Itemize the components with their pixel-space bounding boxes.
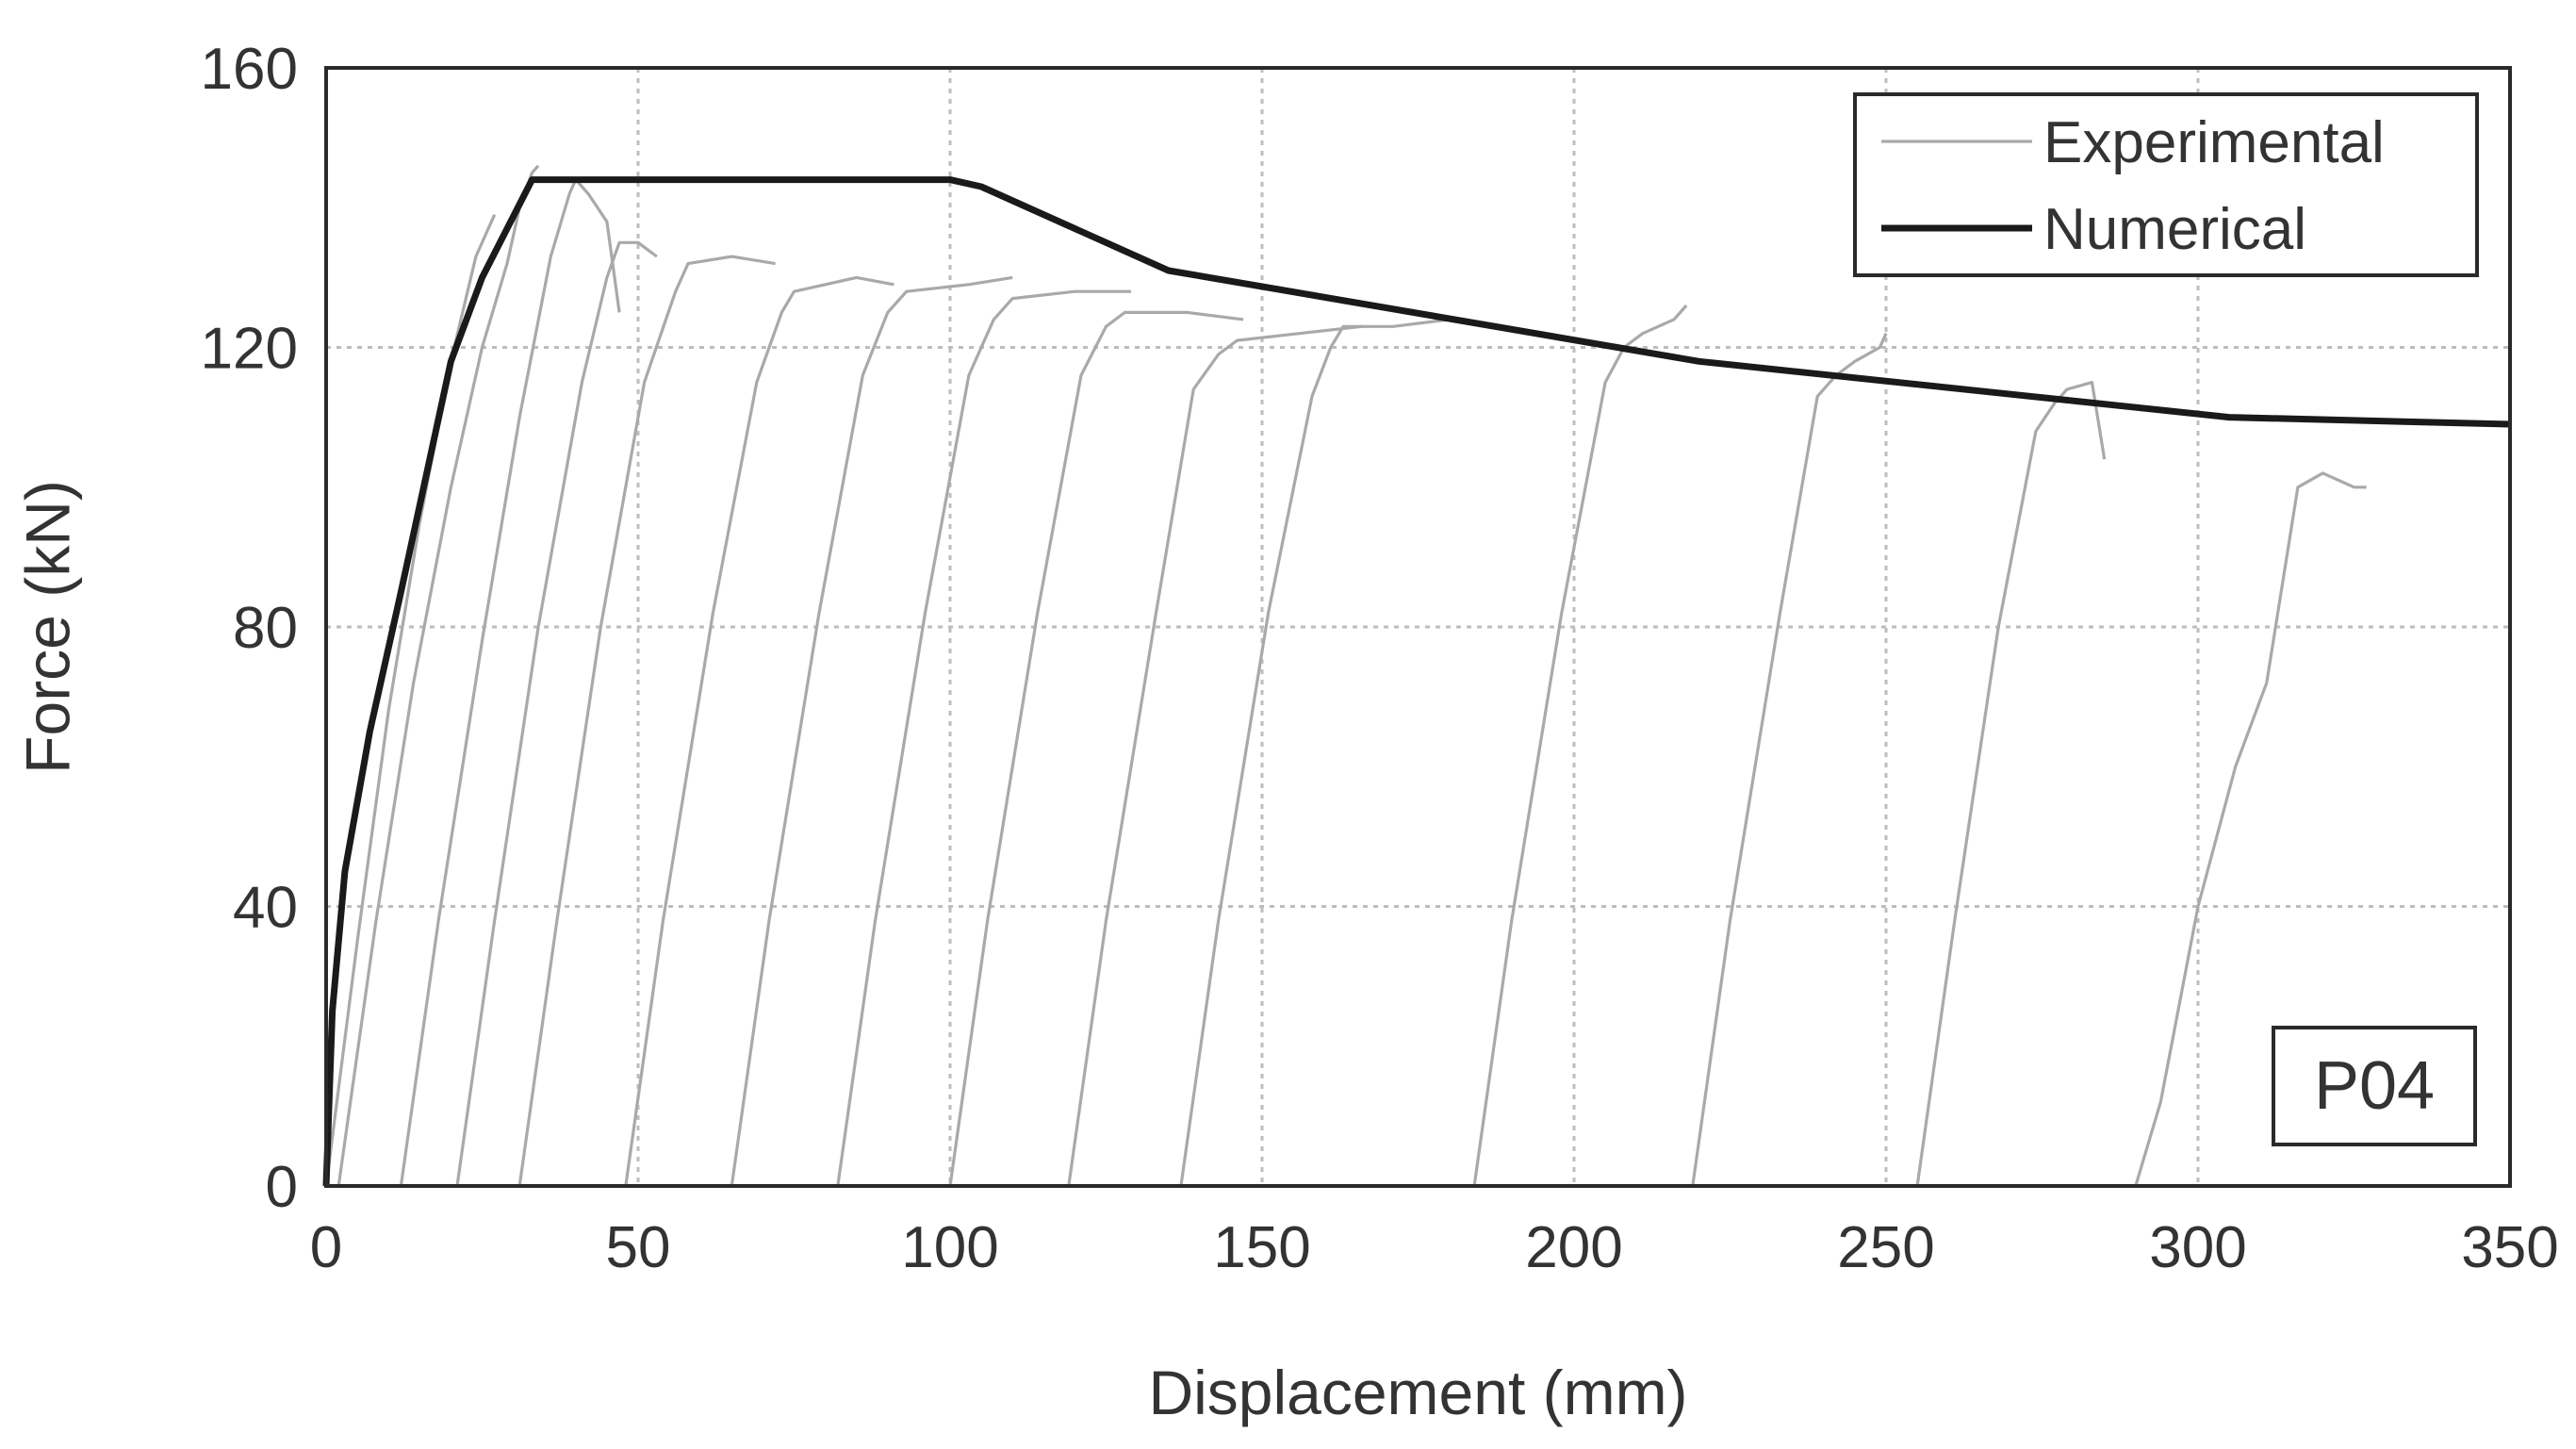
experimental-cycle-line	[1691, 333, 1888, 1187]
grid-lines	[326, 68, 2510, 1186]
x-tick-label: 100	[901, 1215, 998, 1280]
experimental-cycle-line	[399, 178, 621, 1187]
experimental-cycle-line	[336, 164, 540, 1187]
legend-numerical-label: Numerical	[2043, 197, 2306, 262]
plot-frame	[324, 66, 2512, 1188]
experimental-cycle-line	[1179, 318, 1450, 1187]
x-tick-label: 300	[2149, 1215, 2246, 1280]
x-tick-label: 250	[1837, 1215, 1934, 1280]
experimental-cycle-line	[1472, 304, 1688, 1187]
experimental-cycle-line	[2134, 471, 2367, 1187]
x-tick-label: 0	[310, 1215, 342, 1280]
numerical-line	[322, 176, 2511, 1187]
experimental-cycle-line	[730, 275, 1013, 1187]
y-axis-ticks: 0 40 80 120 160	[201, 37, 298, 1220]
specimen-tag-label: P04	[2314, 1048, 2435, 1124]
y-tick-label: 80	[233, 596, 298, 661]
experimental-cycle-line	[948, 310, 1244, 1187]
experimental-cycle-line	[836, 289, 1131, 1187]
specimen-tag-box	[2272, 1026, 2477, 1146]
y-axis-label: Force (kN)	[12, 480, 82, 774]
numerical-series	[322, 176, 2511, 1187]
x-axis-label: Displacement (mm)	[1148, 1358, 1687, 1427]
experimental-cycle-line	[517, 255, 776, 1187]
experimental-cycle-line	[1915, 381, 2107, 1187]
x-tick-label: 350	[2461, 1215, 2558, 1280]
x-axis-ticks: 0 50 100 150 200 250 300 350	[310, 1215, 2559, 1280]
y-tick-label: 160	[201, 37, 298, 102]
experimental-cycle-line	[1067, 324, 1363, 1187]
legend-experimental-label: Experimental	[2043, 110, 2385, 175]
y-tick-label: 40	[233, 876, 298, 941]
experimental-cycle-line	[324, 214, 497, 1187]
experimental-cycle-line	[455, 240, 658, 1187]
x-tick-label: 50	[606, 1215, 671, 1280]
experimental-series	[324, 164, 2367, 1187]
y-tick-label: 120	[201, 317, 298, 382]
specimen-tag: P04	[2272, 1026, 2477, 1146]
x-tick-label: 200	[1525, 1215, 1622, 1280]
legend-box	[1853, 92, 2479, 277]
x-tick-label: 150	[1213, 1215, 1310, 1280]
experimental-cycle-line	[624, 275, 894, 1187]
y-tick-label: 0	[266, 1155, 298, 1220]
chart-legend: Experimental Numerical	[1853, 92, 2479, 277]
